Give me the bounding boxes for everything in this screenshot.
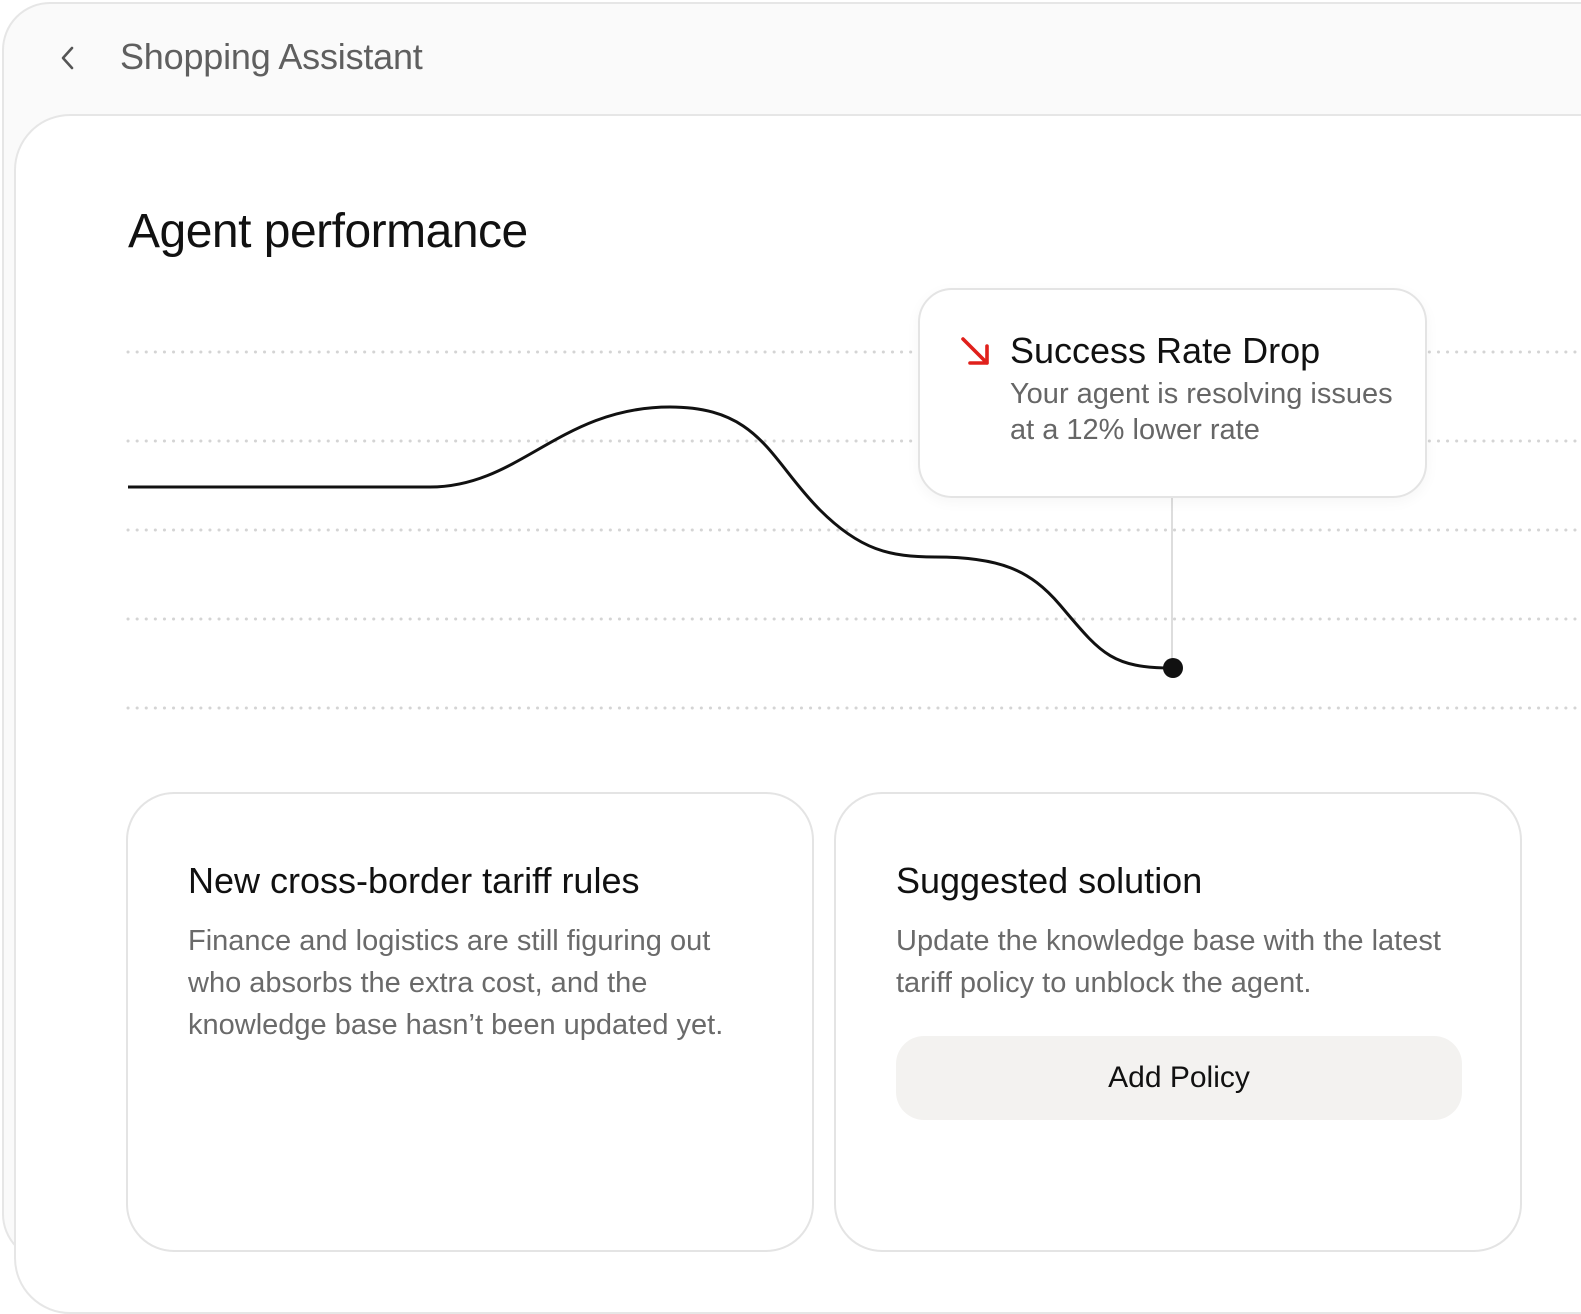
- solution-title: Suggested solution: [896, 860, 1203, 901]
- arrow-down-right-icon: [961, 337, 989, 365]
- alert-tooltip: Success Rate Drop Your agent is resolvin…: [918, 288, 1427, 498]
- chevron-left-icon: [61, 46, 74, 70]
- problem-title: New cross-border tariff rules: [188, 860, 640, 901]
- section-title: Agent performance: [128, 205, 528, 258]
- solution-description: Update the knowledge base with the lates…: [896, 925, 1441, 999]
- current-point-marker: [1163, 658, 1183, 678]
- back-button[interactable]: [48, 38, 88, 78]
- solution-card: Suggested solution Update the knowledge …: [834, 792, 1522, 1252]
- top-bar: Shopping Assistant: [0, 0, 1581, 116]
- problem-description: Finance and logistics are still figuring…: [188, 925, 724, 1041]
- alert-title: Success Rate Drop: [1010, 330, 1321, 371]
- add-policy-button[interactable]: Add Policy: [896, 1036, 1462, 1120]
- performance-line: [128, 405, 1173, 670]
- problem-card: New cross-border tariff rules Finance an…: [126, 792, 814, 1252]
- app-title: Shopping Assistant: [120, 36, 423, 77]
- alert-description: Your agent is resolving issues at a 12% …: [1010, 378, 1393, 446]
